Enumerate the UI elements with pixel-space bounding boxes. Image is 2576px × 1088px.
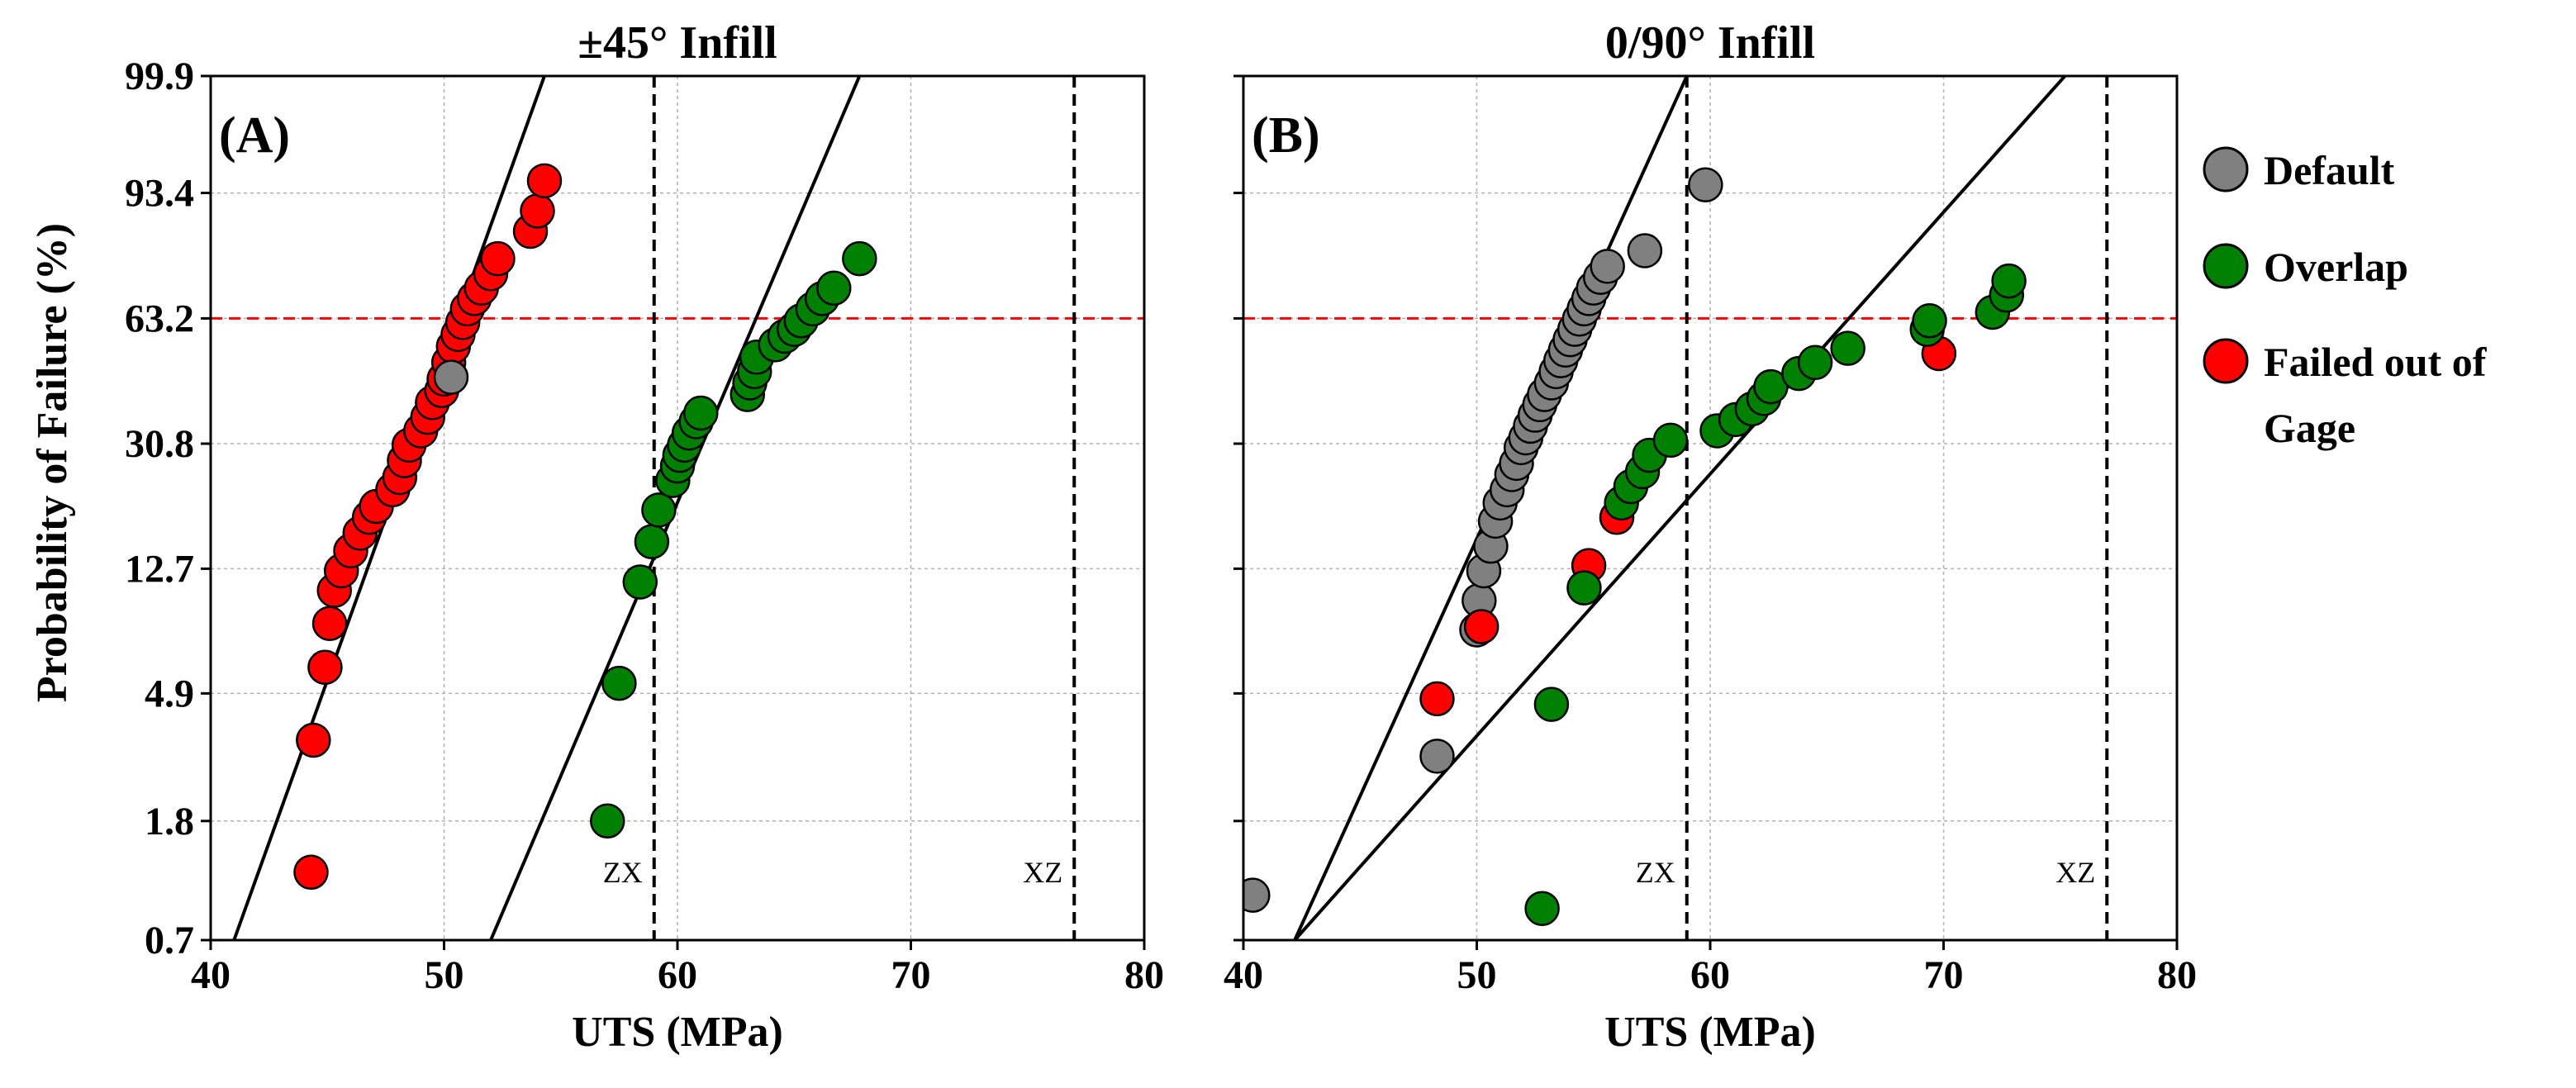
x-tick-labels-b: 40 50 60 70 80 [1224,953,2197,997]
x-axis-title-b: UTS (MPa) [1604,1009,1816,1056]
data-point-overlap [590,803,625,839]
data-point-failed-out-of-gage [293,854,329,891]
y-tick-labels-a: 99.9 93.4 63.2 30.8 12.7 4.9 1.8 0.7 [125,55,194,962]
x-tick-label: 40 [1224,953,1263,997]
data-point-overlap [1566,570,1602,606]
data-point-default [1419,739,1455,774]
data-point-default [433,359,469,395]
data-point-failed-out-of-gage [1419,681,1455,717]
data-point-overlap [1524,891,1560,926]
grid-b [1243,76,2177,940]
x-tick-label: 80 [2157,953,2197,997]
y-tick-label: 0.7 [145,919,194,962]
data-point-overlap [641,492,677,528]
legend-marker-default [2203,146,2249,192]
data-point-overlap [1830,330,1865,366]
x-tick-label: 70 [1924,953,1964,997]
legend-marker-overlap [2203,243,2249,289]
legend-marker-failed [2203,338,2249,384]
data-point-failed-out-of-gage [1463,609,1499,644]
axes-frame-b [1233,74,2179,950]
x-tick-label: 60 [658,953,697,997]
y-tick-label: 93.4 [125,172,194,216]
data-point-overlap [601,665,637,701]
panel-label-b: (B) [1252,107,1320,164]
x-axis-title-a: UTS (MPa) [572,1009,783,1056]
x-tick-label: 70 [891,953,931,997]
panel-label-a: (A) [219,107,290,164]
fit-lines-b [1293,76,2066,940]
axes-frame-a [201,74,1146,950]
grid-a [211,76,1144,940]
x-tick-label: 80 [1124,953,1164,997]
vertical-lines-b: ZX XZ [1636,76,2109,940]
legend-label-overlap: Overlap [2264,244,2408,290]
legend-label-failed-line2: Gage [2264,405,2355,451]
y-tick-label: 12.7 [125,547,194,591]
x-tick-label: 40 [191,953,231,997]
data-point-default [1243,877,1271,913]
data-point-failed-out-of-gage [520,193,555,229]
data-point-overlap [622,564,658,600]
data-point-overlap [1991,263,2027,299]
data-point-overlap [634,524,670,559]
x-tick-labels-a: 40 50 60 70 80 [191,953,1164,997]
y-axis-title: Probability of Failure (%) [29,223,76,702]
x-tick-label: 50 [425,953,464,997]
data-point-overlap [683,395,719,431]
vertical-line-label: ZX [603,856,643,889]
y-tick-label: 63.2 [125,297,194,340]
vertical-line-label: XZ [1023,856,1062,889]
data-point-failed-out-of-gage [526,163,563,199]
panel-b: ZX XZ 40 50 60 70 80 0/90° Infill (B) UTS (MP… [1224,17,2197,1056]
data-point-overlap [1533,687,1570,722]
data-point-failed-out-of-gage [311,606,348,641]
data-point-failed-out-of-gage [480,240,516,277]
x-tick-label: 60 [1690,953,1730,997]
panel-title-b: 0/90° Infill [1605,17,1815,69]
legend-label-default: Default [2264,147,2395,193]
fit-line [1293,76,2066,940]
vertical-lines-a: ZX XZ [603,76,1077,940]
data-point-overlap [1797,344,1833,381]
data-points-b [1243,167,2027,926]
vertical-line-label: XZ [2056,856,2095,889]
data-point-default [1688,167,1723,202]
vertical-line-label: ZX [1636,856,1675,889]
y-tick-label: 30.8 [125,422,194,466]
data-point-overlap [1912,303,1947,339]
y-tick-label: 1.8 [145,800,194,843]
panel-a: ZX XZ 99.9 93.4 63.2 30.8 12.7 4.9 1.8 0.7 40 50 6… [125,17,1164,1056]
legend: Default Overlap Failed out of Gage [2203,146,2488,451]
data-point-default [1627,233,1663,268]
data-point-default [1590,249,1625,284]
data-point-overlap [842,240,877,277]
x-tick-label: 50 [1457,953,1497,997]
y-tick-label: 4.9 [145,672,194,715]
panel-title-a: ±45° Infill [577,17,777,69]
data-point-overlap [1652,422,1689,458]
data-point-failed-out-of-gage [307,649,343,685]
data-point-overlap [816,270,852,306]
data-points-a [293,163,877,891]
legend-label-failed: Failed out of [2264,339,2488,385]
data-point-failed-out-of-gage [296,722,331,758]
y-tick-label: 99.9 [125,55,194,98]
